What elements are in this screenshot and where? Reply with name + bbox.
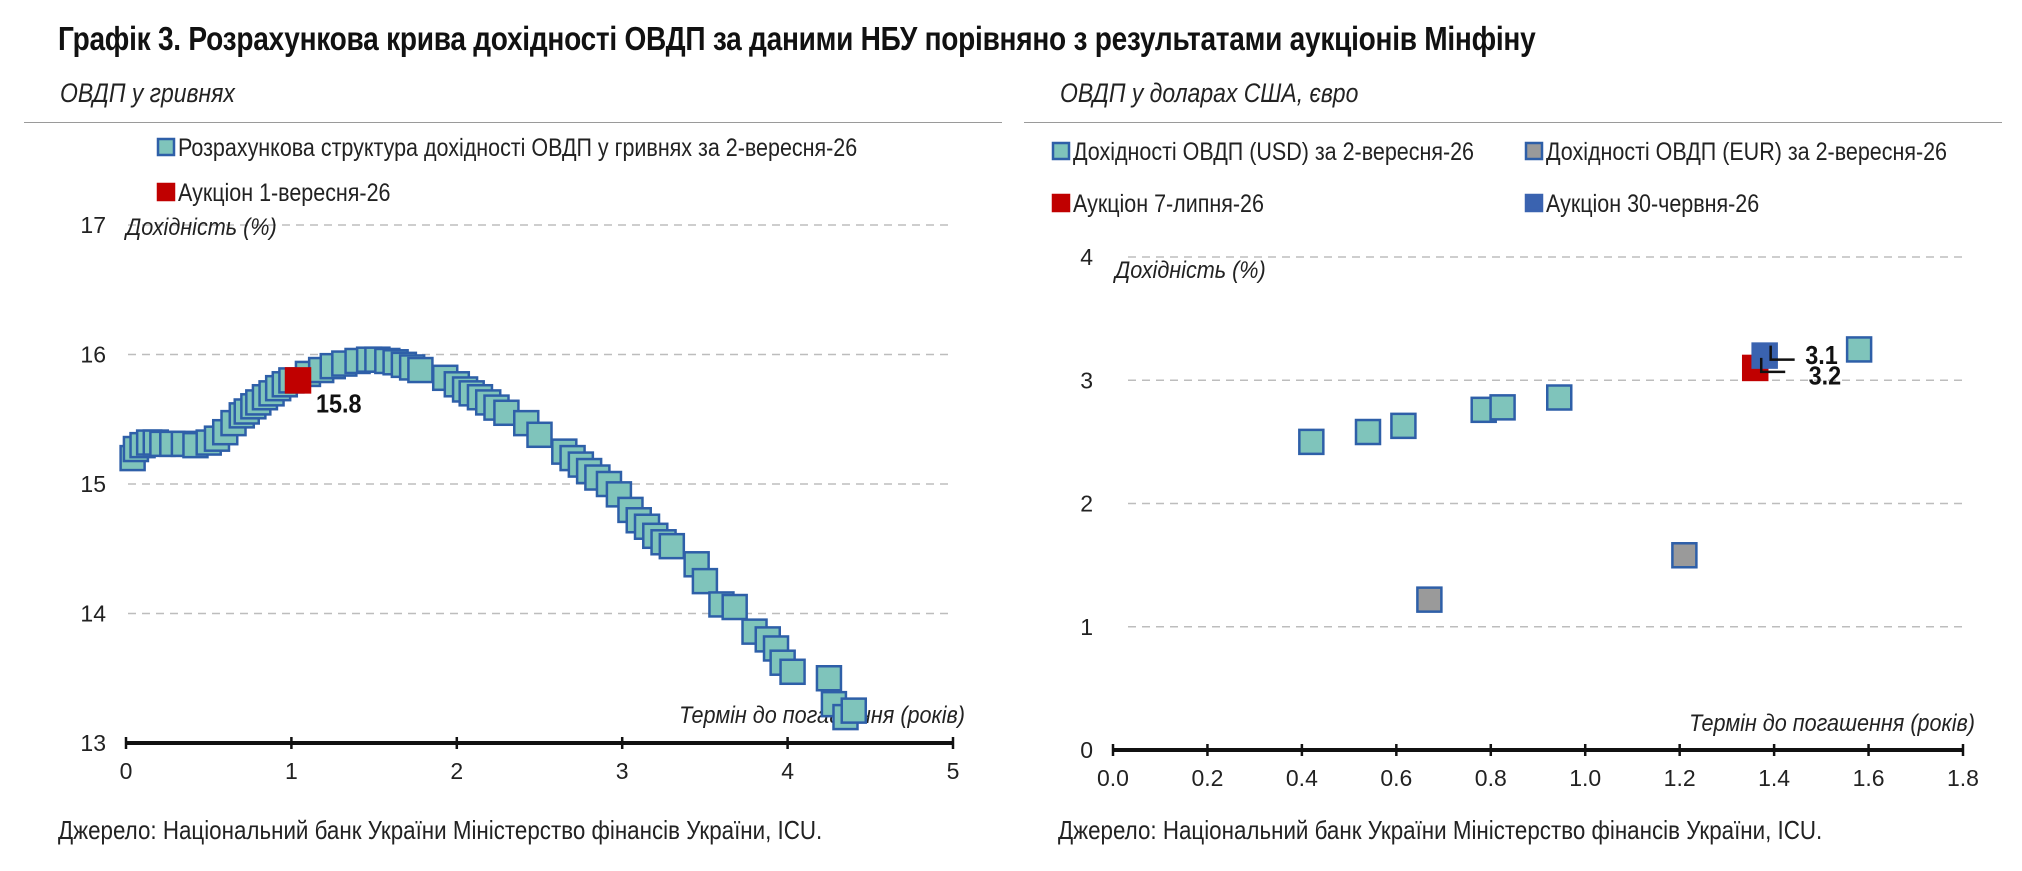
- data-point: [1546, 384, 1573, 411]
- fx-yield-chart: 0 1 2 3 4 0.0 0.2 0.4 0.6 0.8 1.0 1.2 1.4 1.6 1.8 Дохід…: [1051, 137, 1979, 791]
- left-chart-subtitle: ОВДП у гривнях: [60, 78, 235, 108]
- legend-label: Дохідності ОВДП (USD) за 2-вересня-26: [1073, 137, 1474, 165]
- x-axis-title: Термін до погашення (років): [1689, 709, 1975, 736]
- legend-label: Аукціон 30-червня-26: [1546, 189, 1759, 217]
- data-point: [779, 658, 806, 686]
- x-tick-label: 1.4: [1758, 765, 1790, 791]
- y-axis-title: Дохідність (%): [123, 213, 277, 240]
- y-tick-label: 1: [1080, 614, 1093, 640]
- x-tick-label: 0.4: [1286, 765, 1318, 791]
- data-point: [1298, 428, 1325, 456]
- data-point: [815, 665, 843, 692]
- data-label: 15.8: [316, 390, 362, 418]
- x-tick-label: 0.0: [1097, 765, 1129, 791]
- data-point: [691, 567, 719, 595]
- y-tick-label: 15: [80, 471, 106, 497]
- y-tick-label: 2: [1080, 491, 1093, 517]
- y-tick-label: 16: [80, 342, 106, 368]
- data-point: [284, 367, 312, 394]
- label-leader-line: [1769, 345, 1795, 361]
- x-tick-label: 0.6: [1380, 765, 1412, 791]
- x-tick-label: 5: [947, 758, 960, 784]
- page-title: Графік 3. Розрахункова крива дохідності …: [58, 20, 1536, 57]
- left-source-note: Джерело: Національний банк України Мініс…: [58, 815, 823, 845]
- data-point: [526, 421, 553, 449]
- data-point: [407, 356, 434, 384]
- legend-marker: [1051, 193, 1071, 213]
- data-point: [658, 532, 686, 560]
- y-tick-label: 17: [80, 212, 106, 238]
- y-tick-label: 4: [1080, 244, 1093, 270]
- legend-label: Дохідності ОВДП (EUR) за 2-вересня-26: [1546, 137, 1947, 165]
- data-point: [1354, 418, 1382, 446]
- x-tick-label: 1.6: [1853, 765, 1885, 791]
- right-divider: [1024, 122, 2002, 123]
- data-label: 3.1: [1805, 342, 1838, 370]
- x-tick-label: 1: [285, 758, 298, 784]
- x-tick-label: 4: [781, 758, 794, 784]
- y-tick-label: 3: [1080, 367, 1093, 393]
- data-label: 3.2: [1809, 363, 1842, 391]
- legend-marker: [156, 182, 176, 202]
- x-tick-label: 3: [616, 758, 629, 784]
- y-tick-label: 13: [80, 730, 106, 756]
- data-point: [1671, 542, 1698, 569]
- right-chart-subtitle: ОВДП у доларах США, євро: [1060, 78, 1359, 108]
- data-point: [840, 697, 868, 724]
- legend-label: Аукціон 7-липня-26: [1073, 189, 1264, 217]
- legend-marker: [1524, 141, 1544, 161]
- left-divider: [24, 122, 1002, 123]
- label-leader-line: [1759, 357, 1786, 374]
- x-tick-label: 0.8: [1475, 765, 1507, 791]
- y-tick-label: 0: [1080, 737, 1093, 763]
- x-tick-label: 1.0: [1569, 765, 1601, 791]
- legend-label: Аукціон 1-вересня-26: [178, 178, 390, 206]
- y-axis-title: Дохідність (%): [1112, 256, 1266, 283]
- x-tick-label: 0.2: [1191, 765, 1223, 791]
- data-point: [721, 593, 748, 621]
- data-point: [1489, 394, 1516, 421]
- x-tick-label: 0: [120, 758, 133, 784]
- y-tick-label: 14: [80, 601, 106, 627]
- x-tick-label: 1.8: [1947, 765, 1979, 791]
- legend-marker: [156, 137, 176, 157]
- x-tick-label: 2: [450, 758, 463, 784]
- data-point: [1390, 412, 1417, 440]
- x-tick-label: 1.2: [1664, 765, 1696, 791]
- legend-marker: [1524, 193, 1544, 213]
- legend-label: Розрахункова структура дохідності ОВДП у…: [178, 133, 857, 161]
- right-source-note: Джерело: Національний банк України Мініс…: [1058, 815, 1823, 845]
- data-point: [1416, 586, 1443, 613]
- data-point: [1845, 336, 1873, 363]
- data-point: [1751, 342, 1778, 369]
- legend-marker: [1051, 141, 1071, 161]
